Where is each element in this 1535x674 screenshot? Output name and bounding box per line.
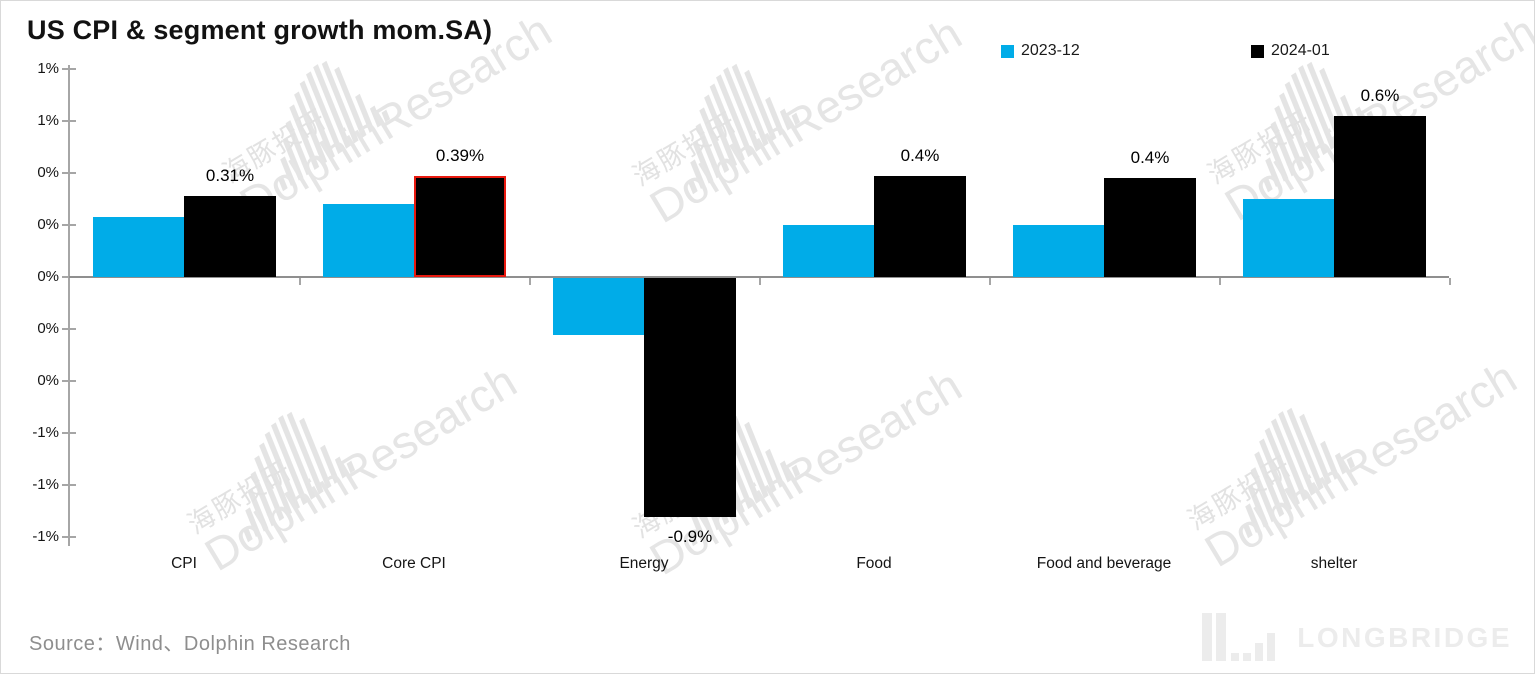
y-axis-tick-label: -1% [32,476,59,493]
bar-value-label-food-and-beverage: 0.4% [1130,148,1170,167]
x-axis-tick [529,278,531,285]
legend-label-2024-01: 2024-01 [1271,42,1330,59]
y-axis-tick-label: 1% [37,60,59,77]
longbridge-logo-icon [1202,613,1276,661]
y-axis-tick [62,432,76,434]
y-axis-tick-label: 0% [37,164,59,181]
x-axis-category-label-food-and-beverage: Food and beverage [1036,555,1172,572]
x-axis-category-label-food: Food [856,555,892,572]
bar-2023-12-food [783,225,874,277]
longbridge-logo-text: LONGBRIDGE [1297,622,1512,653]
bar-2024-01-food-and-beverage [1104,178,1196,277]
bar-2023-12-cpi [93,217,184,277]
bar-value-label-core-cpi: 0.39% [435,146,485,165]
y-axis-tick-label: -1% [32,424,59,441]
y-axis-tick [62,380,76,382]
x-axis-tick [299,278,301,285]
y-axis-tick-label: 0% [37,372,59,389]
x-axis-line [69,276,1449,278]
y-axis-line [68,65,70,546]
legend-swatch-2024-01 [1251,44,1264,58]
y-axis-tick-label: 0% [37,320,59,337]
x-axis-tick [989,278,991,285]
x-axis-category-label-shelter: shelter [1310,555,1358,572]
y-axis-tick-label: -1% [32,528,59,545]
x-axis-category-label-core-cpi: Core CPI [382,555,446,572]
bar-value-label-shelter: 0.6% [1360,86,1400,105]
bar-2024-01-core-cpi [414,176,506,277]
x-axis-category-label-energy: Energy [619,555,669,572]
bar-2024-01-energy [644,278,736,517]
x-axis-category-label-cpi: CPI [171,555,197,572]
y-axis-tick [62,172,76,174]
bar-2023-12-energy [553,278,644,335]
bar-value-label-energy: -0.9% [667,527,713,546]
bar-2023-12-shelter [1243,199,1334,277]
source-note: Source：Wind、Dolphin Research [29,633,351,655]
y-axis-tick [62,328,76,330]
y-axis-tick [62,536,76,538]
bar-value-label-food: 0.4% [900,146,940,165]
y-axis-tick-label: 1% [37,112,59,129]
brand-footer: LONGBRIDGE [1201,613,1512,663]
y-axis-tick-label: 0% [37,268,59,285]
legend-item-2024-01: 2024-01 [1251,42,1330,60]
bar-2023-12-core-cpi [323,204,414,277]
legend-swatch-2023-12 [1001,44,1014,58]
x-axis-tick [1219,278,1221,285]
y-axis-tick [62,120,76,122]
x-axis-tick [1449,278,1451,285]
y-axis-tick [62,224,76,226]
y-axis-tick [62,68,76,70]
chart-title: US CPI & segment growth mom.SA) [27,15,493,45]
bar-2024-01-shelter [1334,116,1426,277]
bar-2023-12-food-and-beverage [1013,225,1104,277]
legend-item-2023-12: 2023-12 [1001,42,1080,60]
bar-value-label-cpi: 0.31% [205,166,255,185]
bar-2024-01-cpi [184,196,276,277]
y-axis-tick-label: 0% [37,216,59,233]
x-axis-tick [759,278,761,285]
y-axis-tick [62,484,76,486]
bar-2024-01-food [874,176,966,277]
legend-label-2023-12: 2023-12 [1021,42,1080,59]
